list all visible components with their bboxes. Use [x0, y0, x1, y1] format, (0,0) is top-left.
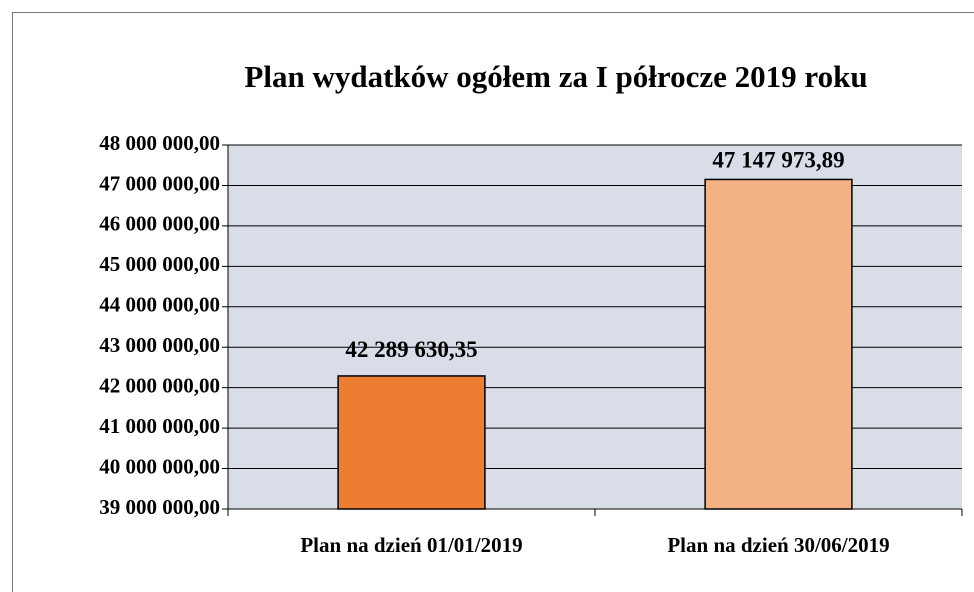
chart-title: Plan wydatków ogółem za I półrocze 2019 …: [244, 59, 867, 94]
data-label: 42 289 630,35: [345, 337, 477, 362]
y-tick-label: 47 000 000,00: [99, 171, 220, 195]
y-tick-label: 43 000 000,00: [99, 333, 220, 357]
y-tick-label: 45 000 000,00: [99, 252, 220, 276]
bar: [337, 375, 486, 510]
y-tick-label: 46 000 000,00: [99, 212, 220, 236]
x-tick-label: Plan na dzień 30/06/2019: [667, 533, 889, 557]
data-label: 47 147 973,89: [712, 147, 844, 172]
y-tick-label: 48 000 000,00: [99, 131, 220, 155]
x-tick-label: Plan na dzień 01/01/2019: [300, 533, 522, 557]
y-tick-label: 42 000 000,00: [99, 373, 220, 397]
y-tick-label: 44 000 000,00: [99, 293, 220, 317]
y-tick-label: 41 000 000,00: [99, 414, 220, 438]
bar: [704, 178, 853, 510]
y-tick-label: 40 000 000,00: [99, 454, 220, 478]
y-tick-label: 39 000 000,00: [99, 495, 220, 519]
